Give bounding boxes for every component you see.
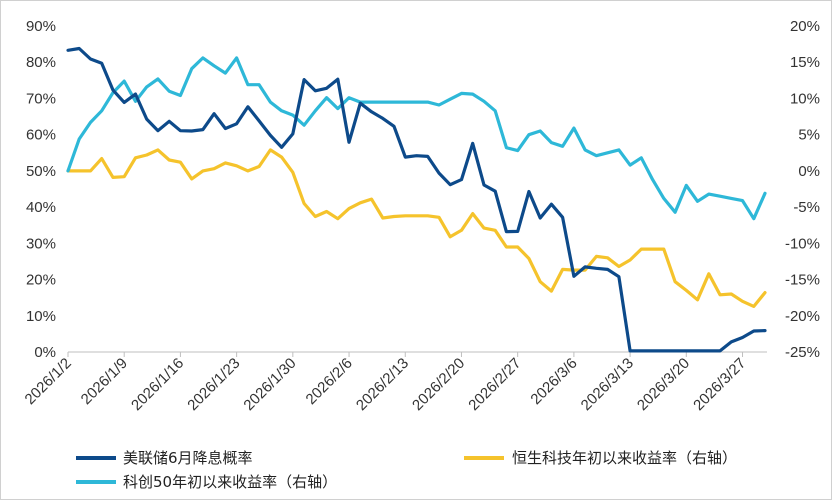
legend-label-star50-return: 科创50年初以来收益率（右轴） [123, 473, 337, 491]
series-line-star50-return [66, 56, 767, 221]
left-y-tick-label: 40% [26, 199, 56, 216]
legend: 美联储6月降息概率 恒生科技年初以来收益率（右轴） 科创50年初以来收益率（右轴… [76, 449, 737, 491]
left-y-tick-label: 20% [26, 272, 56, 289]
series-layer [66, 46, 767, 353]
left-y-tick-label: 0% [34, 344, 56, 361]
left-y-tick-label: 60% [26, 127, 56, 144]
left-y-tick-label: 10% [26, 308, 56, 325]
left-y-tick-label: 80% [26, 54, 56, 71]
legend-label-hstech-return: 恒生科技年初以来收益率（右轴） [512, 449, 737, 467]
series-line-hstech-return [66, 148, 767, 308]
right-y-tick-label: 20% [790, 18, 820, 35]
left-y-tick-label: 30% [26, 235, 56, 252]
right-y-tick-label: -15% [785, 272, 820, 289]
legend-label-fed-cut-probability: 美联储6月降息概率 [123, 449, 253, 467]
right-y-tick-label: -25% [785, 344, 820, 361]
right-y-tick-label: -10% [785, 235, 820, 252]
left-y-tick-label: 90% [26, 18, 56, 35]
right-y-tick-label: 15% [790, 54, 820, 71]
right-y-tick-label: 0% [798, 163, 820, 180]
right-y-tick-label: 5% [798, 127, 820, 144]
right-y-tick-label: 10% [790, 90, 820, 107]
right-y-tick-label: -20% [785, 308, 820, 325]
right-y-tick-label: -5% [793, 199, 820, 216]
left-y-tick-label: 50% [26, 163, 56, 180]
series-line-fed-cut-probability [66, 46, 767, 353]
left-y-tick-label: 70% [26, 90, 56, 107]
